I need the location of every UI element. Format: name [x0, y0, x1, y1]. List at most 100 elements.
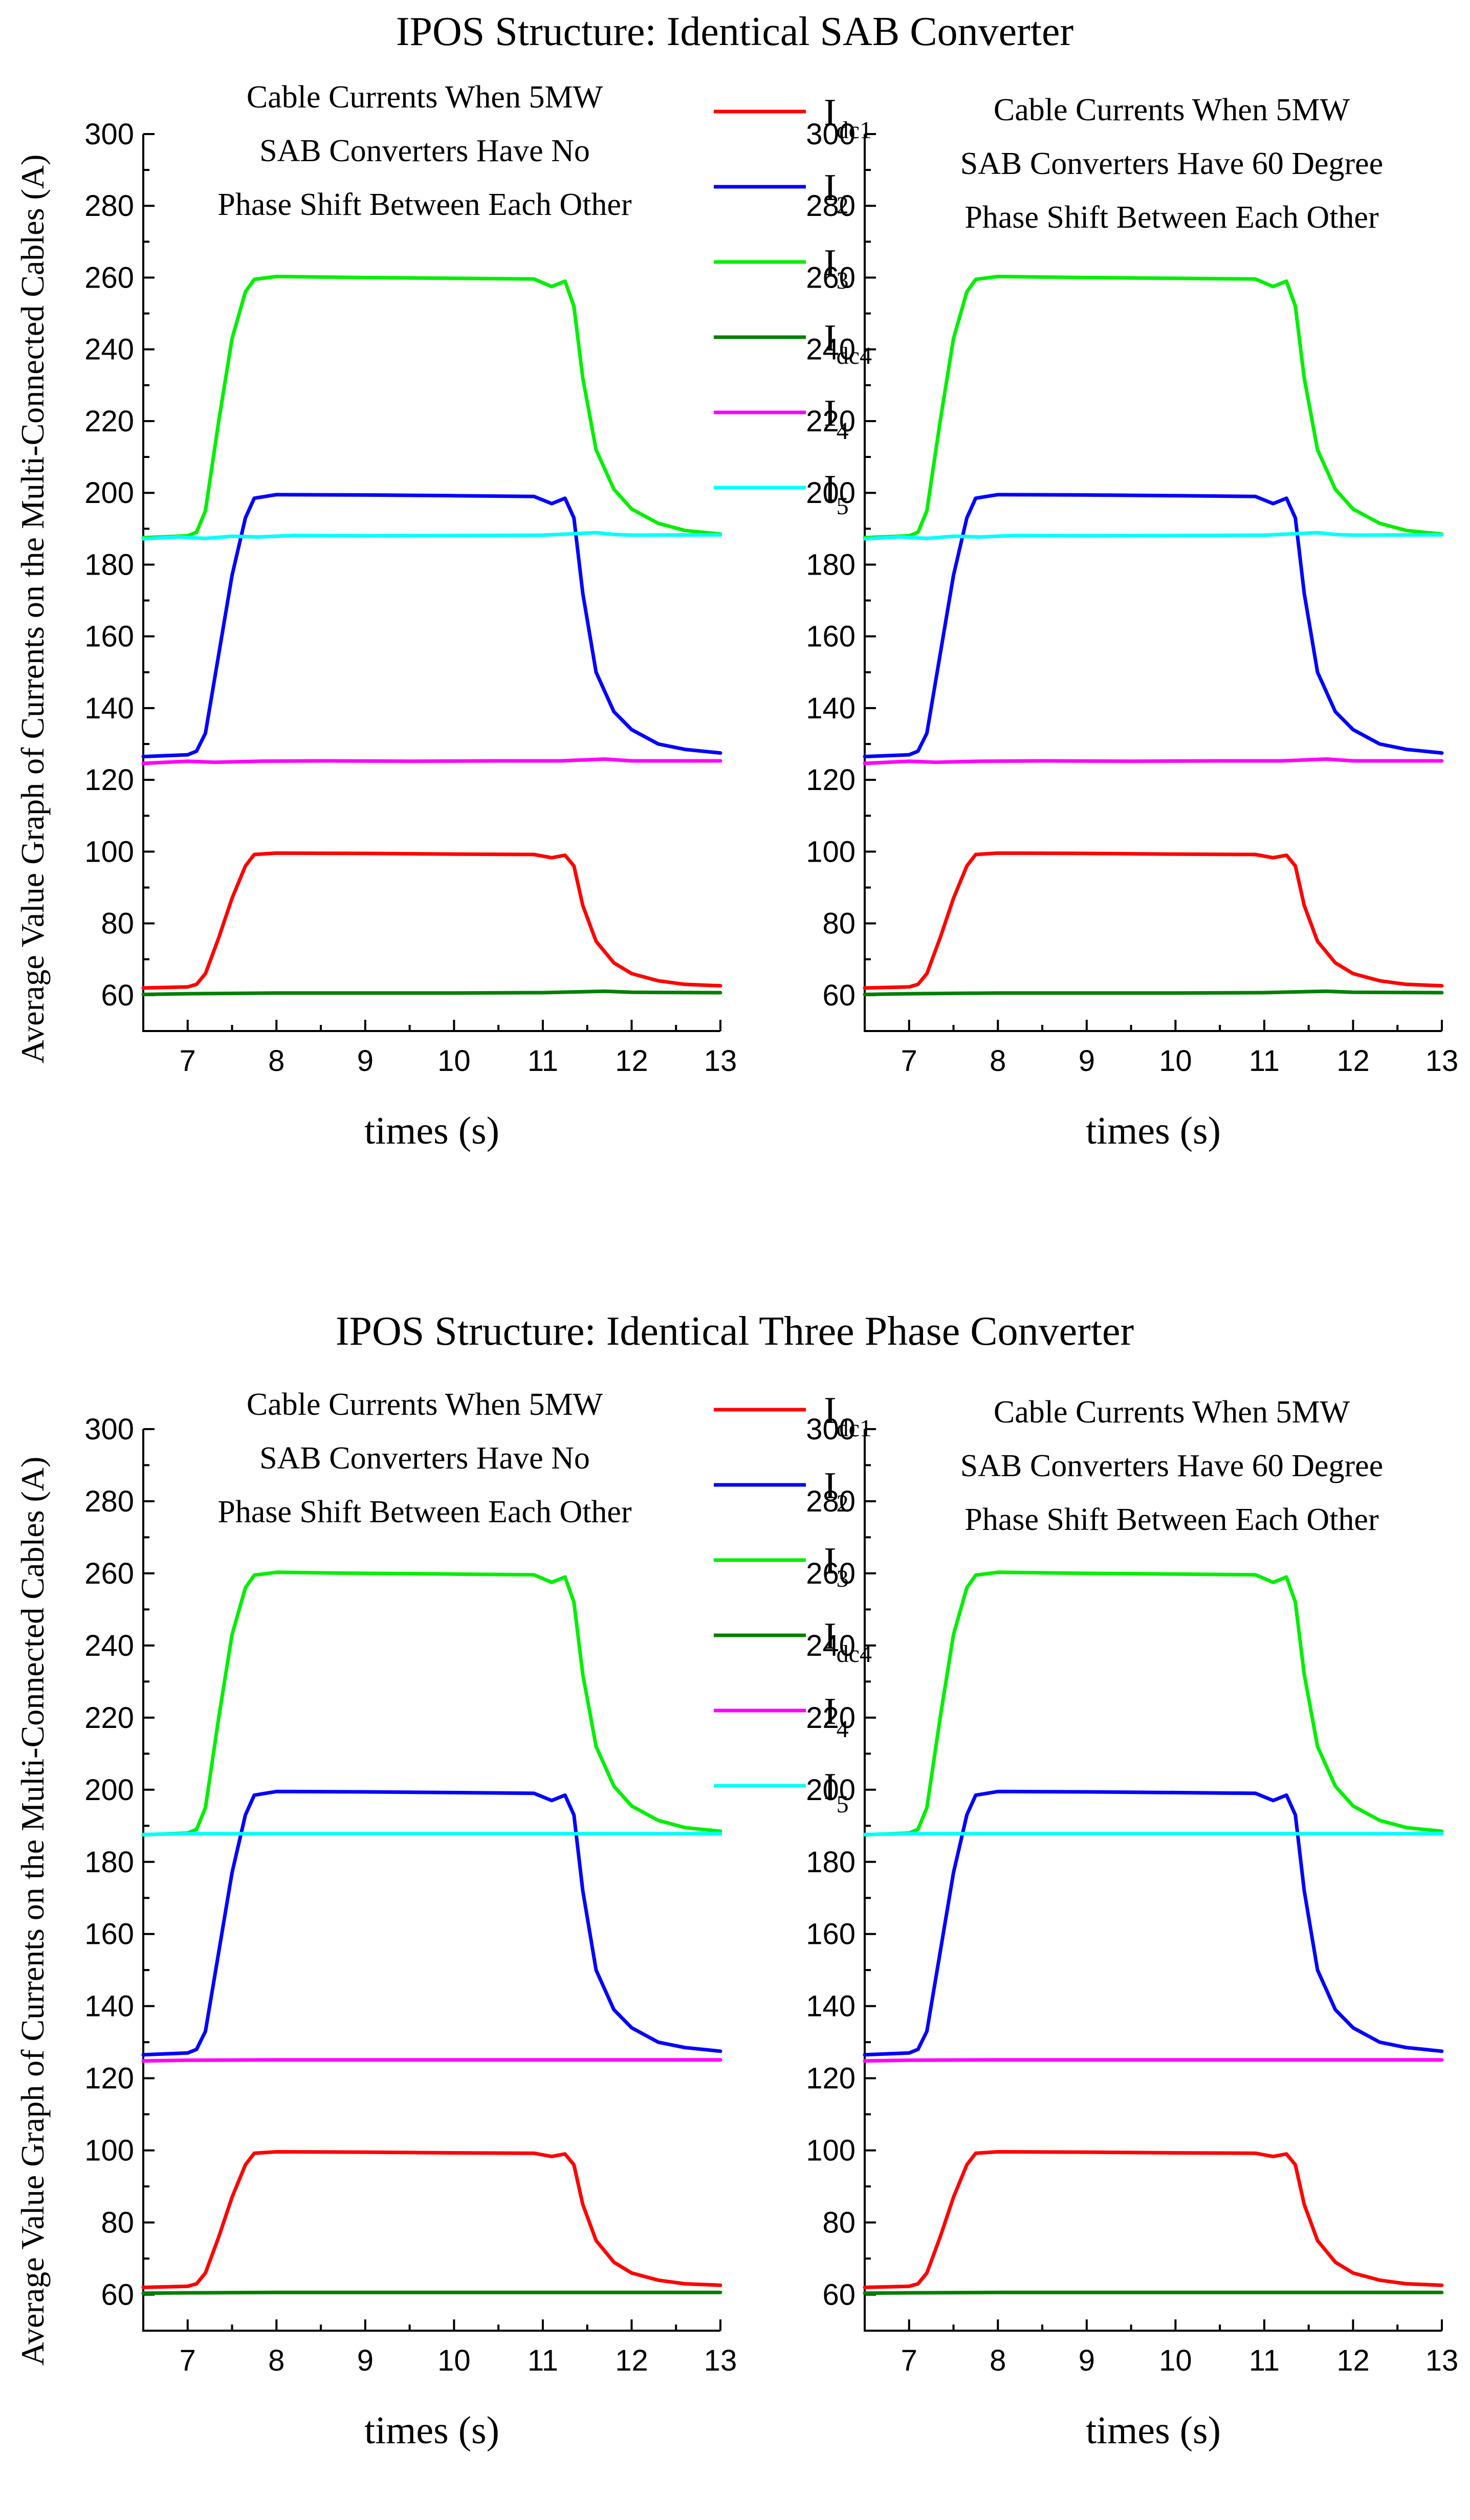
y-tick-label: 200: [84, 476, 134, 510]
annotation-line-3: Phase Shift Between Each Other: [964, 200, 1379, 235]
y-tick-label: 140: [84, 1990, 134, 2023]
x-tick-label: 11: [528, 2344, 558, 2377]
series-line-i3: [141, 1570, 722, 1837]
x-tick-label: 7: [180, 1044, 196, 1078]
series-line-i2: [863, 493, 1444, 759]
y-tick-label: 160: [806, 1918, 855, 1951]
x-tick-label: 7: [901, 1044, 917, 1078]
y-tick-label: 120: [806, 2062, 855, 2095]
y-tick-label: 180: [806, 548, 855, 581]
y-tick-label: 120: [84, 2062, 134, 2095]
x-tick-label: 10: [437, 2344, 471, 2377]
series-line-i4: [141, 757, 722, 765]
series-line-i2: [141, 493, 722, 759]
y-tick-label: 120: [84, 763, 134, 797]
annotation-line-1: Cable Currents When 5MW: [994, 1395, 1350, 1430]
x-tick-label: 9: [1079, 2344, 1095, 2377]
x-tick-label: 13: [704, 2344, 737, 2377]
y-tick-label: 100: [84, 2134, 134, 2167]
series-line-i2: [863, 1789, 1444, 2057]
y-tick-label: 160: [806, 620, 855, 653]
y-tick-label: 180: [806, 1846, 855, 1879]
x-tick-label: 7: [180, 2344, 196, 2377]
y-axis-label-top: Average Value Graph of Currents on the M…: [14, 155, 51, 1064]
legend-label: I2: [824, 1465, 849, 1517]
y-tick-label: 100: [84, 835, 134, 868]
annotation-line-2: SAB Converters Have 60 Degree: [960, 1449, 1383, 1483]
y-tick-label: 180: [84, 548, 134, 581]
legend-label: Idc4: [824, 317, 872, 369]
x-tick-label: 13: [1425, 2344, 1459, 2377]
series-line-idc1: [863, 2150, 1444, 2289]
y-tick-label: 60: [822, 2278, 855, 2312]
series-line-idc1: [141, 2150, 722, 2289]
x-axis-label: times (s): [1086, 1109, 1221, 1152]
y-tick-label: 240: [806, 333, 855, 366]
series-line-i3: [863, 1570, 1444, 1837]
series-line-i5: [141, 531, 722, 541]
series-line-i2: [141, 1789, 722, 2057]
y-tick-label: 280: [806, 1485, 855, 1518]
y-tick-label: 220: [806, 1701, 855, 1735]
y-tick-label: 260: [84, 1557, 134, 1590]
y-tick-label: 300: [84, 118, 134, 151]
legend-bottom: Idc1 I2 I3 Idc4 I4 I5: [714, 1390, 872, 1818]
y-tick-label: 80: [101, 2206, 134, 2240]
y-tick-label: 280: [84, 189, 134, 223]
x-axis-label: times (s): [364, 1109, 499, 1152]
legend-label: I3: [824, 242, 849, 294]
y-tick-label: 140: [806, 1990, 855, 2023]
x-tick-label: 10: [437, 1044, 471, 1078]
x-tick-label: 12: [615, 2344, 648, 2377]
legend-label: Idc1: [824, 92, 872, 144]
x-tick-label: 9: [357, 2344, 374, 2377]
y-tick-label: 240: [84, 1629, 134, 1662]
y-tick-label: 240: [84, 333, 134, 366]
series-line-i3: [863, 274, 1444, 540]
series-line-i4: [141, 2058, 722, 2063]
legend-label: Idc1: [824, 1390, 872, 1442]
y-tick-label: 100: [806, 2134, 855, 2167]
series-line-idc1: [863, 851, 1444, 990]
y-tick-label: 160: [84, 1918, 134, 1951]
y-tick-label: 280: [806, 189, 855, 223]
legend-top: Idc1 I2 I3 Idc4 I4 I5: [714, 92, 872, 520]
y-tick-label: 300: [806, 118, 855, 151]
x-tick-label: 10: [1159, 1044, 1192, 1078]
series-line-idc4: [863, 2290, 1444, 2295]
x-axis-label: times (s): [1086, 2409, 1221, 2452]
y-tick-label: 80: [822, 907, 855, 940]
chart-panel-4: 60 80 100 120 140 160 180 200 220 240 260 280 300 7 8 9…: [806, 1395, 1458, 2452]
y-tick-label: 60: [101, 979, 134, 1012]
annotation-line-1: Cable Currents When 5MW: [247, 1387, 603, 1422]
x-tick-label: 13: [1425, 1044, 1459, 1078]
y-tick-label: 60: [822, 979, 855, 1012]
row-title-bottom: IPOS Structure: Identical Three Phase Co…: [336, 1309, 1134, 1354]
x-tick-label: 13: [704, 1044, 737, 1078]
y-tick-label: 280: [84, 1485, 134, 1518]
chart-panel-3: 60 80 100 120 140 160 180 200 220 240 260 280 300 7 8 9…: [84, 1387, 737, 2452]
y-tick-label: 200: [84, 1773, 134, 1807]
x-tick-label: 8: [990, 1044, 1006, 1078]
annotation-line-3: Phase Shift Between Each Other: [217, 187, 632, 222]
series-line-idc4: [141, 2290, 722, 2295]
x-tick-label: 11: [528, 1044, 558, 1078]
y-tick-label: 260: [806, 1557, 855, 1590]
y-tick-label: 200: [806, 476, 855, 510]
legend-label: I4: [824, 392, 849, 445]
annotation-line-2: SAB Converters Have 60 Degree: [960, 146, 1383, 181]
legend-label: I3: [824, 1540, 849, 1592]
chart-panel-1: 60 80 100 120 140 160 180 200 220 240 260 280 300 7 8 9…: [84, 80, 737, 1152]
legend-label: I5: [824, 1766, 849, 1818]
chart-panel-2: 60 80 100 120 140 160 180 200 220 240 260 280 300 7 8 9…: [806, 93, 1458, 1152]
y-tick-label: 120: [806, 763, 855, 797]
series-line-i4: [863, 757, 1444, 765]
x-tick-label: 12: [615, 1044, 648, 1078]
x-tick-label: 9: [357, 1044, 374, 1078]
y-tick-label: 220: [806, 405, 855, 438]
y-axis-label-bottom: Average Value Graph of Currents on the M…: [14, 1457, 51, 2366]
y-tick-label: 160: [84, 620, 134, 653]
y-tick-label: 140: [806, 692, 855, 725]
annotation-line-1: Cable Currents When 5MW: [247, 80, 603, 115]
x-tick-label: 12: [1336, 2344, 1370, 2377]
